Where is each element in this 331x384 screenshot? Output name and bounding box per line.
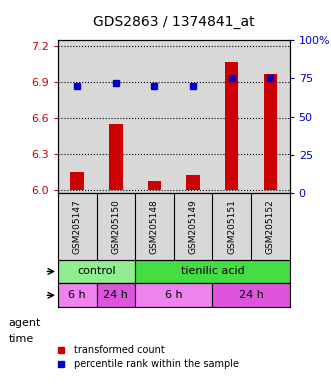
Bar — [263, 74, 277, 190]
Text: GSM205150: GSM205150 — [111, 199, 120, 253]
Bar — [58, 283, 97, 307]
Text: GSM205152: GSM205152 — [266, 199, 275, 253]
Bar — [97, 283, 135, 307]
Text: 24 h: 24 h — [103, 290, 128, 300]
Text: 6 h: 6 h — [69, 290, 86, 300]
Text: GSM205149: GSM205149 — [189, 199, 198, 253]
Bar — [71, 172, 84, 190]
Bar — [225, 62, 238, 190]
Text: agent: agent — [8, 318, 41, 328]
Bar — [135, 260, 290, 283]
Text: tienilic acid: tienilic acid — [180, 266, 244, 276]
Text: GSM205151: GSM205151 — [227, 199, 236, 253]
Text: 24 h: 24 h — [239, 290, 263, 300]
Bar — [109, 124, 122, 190]
Bar — [213, 283, 290, 307]
Text: percentile rank within the sample: percentile rank within the sample — [74, 359, 239, 369]
Text: GSM205148: GSM205148 — [150, 199, 159, 253]
Text: GSM205147: GSM205147 — [73, 199, 82, 253]
Text: transformed count: transformed count — [74, 345, 165, 355]
Bar — [148, 181, 161, 190]
Bar — [135, 283, 213, 307]
Bar — [186, 175, 200, 190]
Bar — [58, 260, 135, 283]
Text: time: time — [8, 334, 33, 344]
Text: 6 h: 6 h — [165, 290, 183, 300]
Text: GDS2863 / 1374841_at: GDS2863 / 1374841_at — [93, 15, 255, 29]
Text: control: control — [77, 266, 116, 276]
